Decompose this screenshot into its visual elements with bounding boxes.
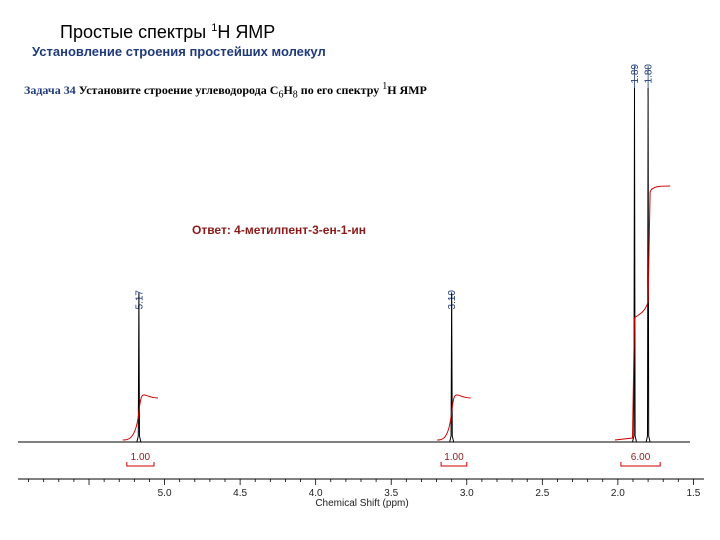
peaks-group (18, 87, 690, 443)
page-title: Простые спектры 1Н ЯМР (60, 22, 275, 43)
x-tick-label: 4.5 (233, 488, 247, 499)
integral-value: 1.00 (444, 452, 464, 463)
page-subtitle: Установление строения простейших молекул (32, 44, 326, 59)
x-tick-label: 3.5 (384, 488, 398, 499)
integral-value: 1.00 (131, 452, 151, 463)
peak-label: 3.10 (447, 290, 458, 310)
nmr-superscript: 1 (382, 81, 388, 92)
integral-curve (614, 185, 671, 441)
formula-c-subscript: 6 (278, 89, 284, 101)
peak-labels-group: 5.17 3.10 1.89 1.80 (134, 64, 655, 320)
x-tick-label: 3.0 (460, 488, 474, 499)
task-statement: Задача 34 Установите строение углеводоро… (24, 81, 427, 100)
x-tick-label: 2.0 (611, 488, 625, 499)
x-tick-label: 2.5 (535, 488, 549, 499)
integral-curve (122, 394, 158, 441)
answer-text: Ответ: 4-метилпент-3-ен-1-ин (192, 223, 367, 237)
x-axis-label: Chemical Shift (ppm) (315, 498, 408, 509)
x-tick-label: 4.0 (309, 488, 323, 499)
spectrum-peak (645, 87, 651, 443)
title-main: Простые спектры (60, 22, 212, 42)
integral-bracket (126, 462, 155, 467)
integral-bracket (440, 462, 468, 467)
spectrum-peak (449, 293, 455, 443)
integral-value: 6.00 (631, 452, 651, 463)
task-text-after: по его спектру (297, 83, 383, 97)
x-tick-label: 1.5 (686, 488, 700, 499)
integral-curve (437, 394, 471, 441)
x-axis-ticks-group: 5.0 4.5 4.0 3.5 3.0 2.5 2.0 1.5 (28, 479, 701, 499)
x-tick-label: 5.0 (158, 488, 172, 499)
spectrum-peak (136, 293, 142, 443)
task-label: Задача 34 (24, 83, 76, 97)
peak-label: 5.17 (134, 290, 145, 310)
nmr-tail: H ЯМР (387, 83, 427, 97)
integrals-group: 1.00 1.00 6.00 (122, 185, 671, 467)
formula-c: C (269, 83, 279, 97)
task-text-before: Установите строение углеводорода (75, 83, 270, 97)
title-tail: Н ЯМР (217, 22, 276, 42)
title-superscript: 1 (211, 22, 218, 34)
spectrum-peak (632, 87, 637, 443)
peak-label: 1.89 (630, 64, 641, 84)
formula-h: H (283, 83, 293, 97)
peak-label: 1.80 (644, 64, 655, 84)
formula-h-subscript: 8 (292, 89, 298, 101)
integral-bracket (620, 462, 661, 467)
